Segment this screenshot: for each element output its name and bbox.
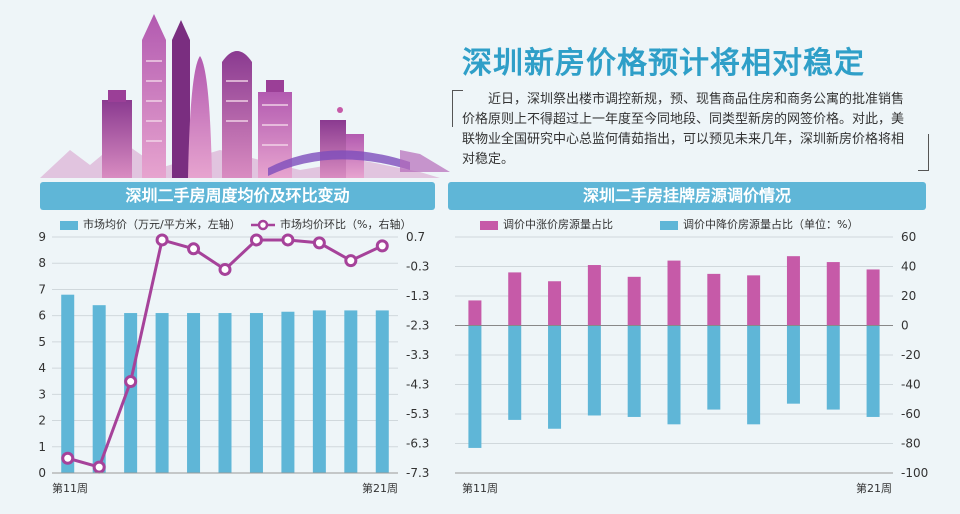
chart2-up-bar: [587, 265, 601, 326]
chart1-change-point: [92, 460, 106, 474]
chart1-legend-change: 市场均价环比（%，右轴）: [250, 216, 411, 232]
chart2-tick-label: -40: [901, 378, 921, 392]
chart1-left-tick-label: 0: [38, 466, 46, 480]
chart2-tick-label: -60: [901, 407, 921, 421]
chart2: 60 40 20 0 -20 -40 -60 -80 -100: [455, 230, 928, 480]
chart1-change-point: [218, 262, 232, 276]
chart1-x-last-label: 第21周: [362, 481, 398, 495]
chart1-right-tick-label: -4.3: [406, 378, 429, 392]
chart2-down-bar: [826, 325, 840, 410]
chart2-up-bar: [627, 276, 641, 326]
chart1-change-point: [375, 239, 389, 253]
chart1-price-bar: [155, 313, 169, 473]
chart1-left-tick-label: 2: [38, 414, 46, 428]
chart1-left-tick-label: 5: [38, 335, 46, 349]
chart1-change-point: [281, 233, 295, 247]
chart2-up-bar: [548, 281, 562, 326]
chart1-price-bar: [344, 310, 358, 473]
chart1-left-tick-label: 4: [38, 361, 46, 375]
chart2-up-bar: [747, 275, 761, 326]
chart2-tick-label: -80: [901, 437, 921, 451]
chart2-up-bar: [786, 256, 800, 326]
chart1: 0 1 2 3 4 5 6 7 8 9 0.7 -0.3 -1.3 -2.3 -3.3 -4.3 -5.3 -6.…: [38, 230, 429, 480]
chart1-change-point: [312, 236, 326, 250]
chart1-legend-price: 市场均价（万元/平方米，左轴）: [60, 216, 241, 232]
chart2-tick-label: 20: [901, 289, 916, 303]
chart1-change-point: [61, 451, 75, 465]
chart1-price-bar: [92, 305, 106, 473]
chart2-down-bar: [627, 325, 641, 417]
chart1-price-bar: [249, 313, 263, 473]
chart2-legend-up: 调价中涨价房源量占比: [480, 216, 613, 232]
chart2-down-bar: [747, 325, 761, 425]
chart1-left-tick-label: 8: [38, 256, 46, 270]
chart1-right-tick-label: -7.3: [406, 466, 429, 480]
chart1-right-tick-label: -2.3: [406, 319, 429, 333]
chart1-left-tick-label: 3: [38, 387, 46, 401]
chart1-left-tick-label: 7: [38, 282, 46, 296]
chart2-up-bar: [508, 272, 522, 326]
chart2-legend-down-label: 调价中降价房源量占比（单位：%）: [683, 218, 859, 231]
chart2-tick-label: 0: [901, 319, 909, 333]
chart2-tick-label: 60: [901, 230, 916, 244]
chart2-down-bar: [548, 325, 562, 429]
chart1-right-tick-label: -3.3: [406, 348, 429, 362]
chart1-left-tick-label: 1: [38, 440, 46, 454]
chart1-price-bar: [312, 310, 326, 473]
chart1-price-bar: [281, 311, 295, 473]
chart2-tick-label: -100: [901, 466, 928, 480]
chart1-change-point: [249, 233, 263, 247]
chart1-price-bar: [61, 294, 75, 473]
chart2-up-bar: [707, 273, 721, 326]
chart2-up-bar: [866, 269, 880, 326]
page-title: 深圳新房价格预计将相对稳定: [462, 46, 865, 81]
chart1-right-tick-label: -1.3: [406, 289, 429, 303]
chart2-x-first-label: 第11周: [462, 481, 498, 495]
chart1-x-first-label: 第11周: [52, 481, 88, 495]
chart1-price-bar: [124, 313, 138, 473]
chart2-x-last-label: 第21周: [856, 481, 892, 495]
chart2-tick-label: 40: [901, 260, 916, 274]
chart2-legend-down: 调价中降价房源量占比（单位：%）: [660, 216, 858, 232]
chart2-tick-label: -20: [901, 348, 921, 362]
chart1-right-tick-label: -5.3: [406, 407, 429, 421]
chart1-change-point: [155, 233, 169, 247]
chart1-right-tick-label: -0.3: [406, 260, 429, 274]
chart2-down-bar: [667, 325, 681, 425]
chart2-down-bar: [508, 325, 522, 420]
chart2-down-bar: [468, 325, 482, 448]
chart1-change-point: [187, 242, 201, 256]
chart1-price-bar: [187, 313, 201, 473]
chart2-down-bar: [587, 325, 601, 416]
chart1-left-tick-label: 6: [38, 309, 46, 323]
chart2-down-bar: [866, 325, 880, 417]
quote-bracket-right: [918, 134, 929, 171]
quote-bracket-left: [452, 90, 463, 127]
chart1-price-bar: [218, 313, 232, 473]
chart1-change-point: [124, 375, 138, 389]
chart1-legend-price-label: 市场均价（万元/平方米，左轴）: [83, 218, 241, 231]
city-skyline-illustration: [40, 14, 450, 178]
chart2-legend-up-label: 调价中涨价房源量占比: [503, 218, 613, 231]
chart1-right-tick-label: -6.3: [406, 437, 429, 451]
chart2-title: 深圳二手房挂牌房源调价情况: [448, 182, 926, 210]
chart2-up-bar: [826, 262, 840, 326]
chart2-up-bar: [468, 300, 482, 326]
chart1-legend-change-label: 市场均价环比（%，右轴）: [280, 218, 412, 231]
chart1-right-tick-label: 0.7: [406, 230, 425, 244]
chart2-down-bar: [707, 325, 721, 410]
intro-paragraph: 近日，深圳祭出楼市调控新规，预、现售商品住房和商务公寓的批准销售价格原则上不得超…: [462, 92, 905, 167]
chart2-up-bar: [667, 260, 681, 326]
chart2-down-bar: [786, 325, 800, 404]
chart1-left-tick-label: 9: [38, 230, 46, 244]
chart1-title: 深圳二手房周度均价及环比变动: [40, 182, 435, 210]
chart1-change-point: [344, 254, 358, 268]
chart1-price-bar: [375, 310, 389, 473]
